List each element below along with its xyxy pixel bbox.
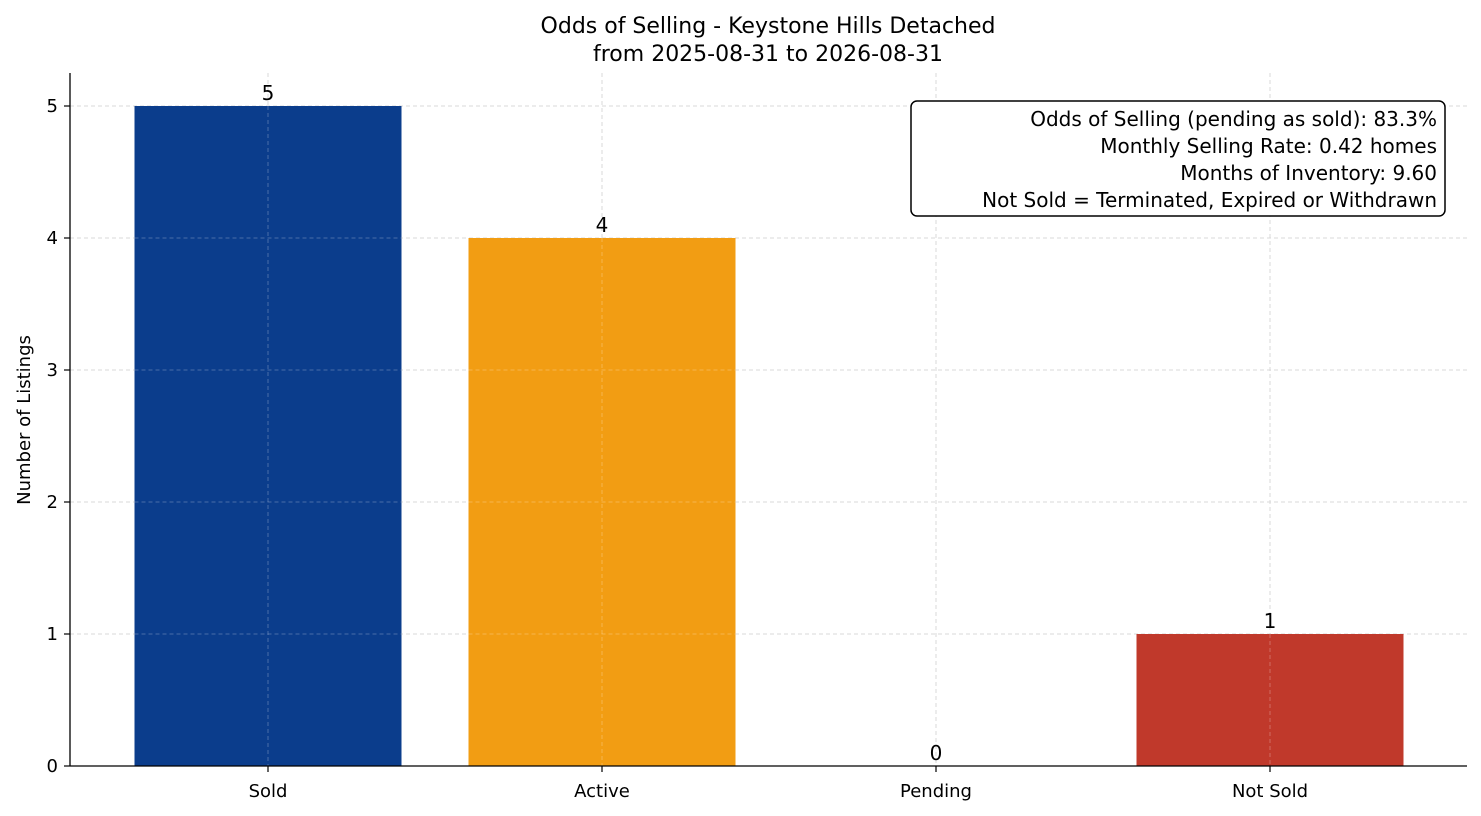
y-tick-label: 1 — [47, 624, 58, 645]
data-label: 4 — [596, 213, 609, 237]
y-tick-label: 4 — [47, 228, 58, 249]
x-tick-label: Active — [574, 781, 630, 802]
annotation-line-inventory: Months of Inventory: 9.60 — [1180, 161, 1437, 185]
y-tick-label: 5 — [47, 96, 58, 117]
bar-not-sold — [1136, 634, 1404, 766]
annotation-frame — [910, 100, 1446, 217]
data-label: 5 — [262, 81, 275, 105]
annotation-box: Odds of Selling (pending as sold): 83.3%… — [910, 100, 1446, 217]
y-tick-label: 2 — [47, 492, 58, 513]
data-labels: 5 4 0 1 — [262, 81, 1277, 765]
y-tick-label: 0 — [47, 756, 58, 777]
bar-active — [468, 238, 736, 766]
annotation-line-odds: Odds of Selling (pending as sold): 83.3% — [1030, 107, 1437, 131]
bars — [134, 106, 1404, 766]
axes: 0 1 2 3 4 5 Sold Active Pending Not Sold — [47, 73, 1467, 802]
y-tick-label: 3 — [47, 360, 58, 381]
x-tick-label: Pending — [900, 781, 972, 802]
annotation-line-definition: Not Sold = Terminated, Expired or Withdr… — [982, 188, 1437, 212]
bar-sold — [134, 106, 402, 766]
chart-title: Odds of Selling - Keystone Hills Detache… — [541, 14, 996, 39]
x-tick-label: Not Sold — [1232, 781, 1308, 802]
data-label: 1 — [1264, 609, 1277, 633]
y-axis-label: Number of Listings — [14, 335, 35, 505]
chart-subtitle: from 2025-08-31 to 2026-08-31 — [593, 42, 943, 67]
data-label: 0 — [930, 741, 943, 765]
annotation-line-rate: Monthly Selling Rate: 0.42 homes — [1100, 134, 1437, 158]
x-tick-label: Sold — [249, 781, 288, 802]
